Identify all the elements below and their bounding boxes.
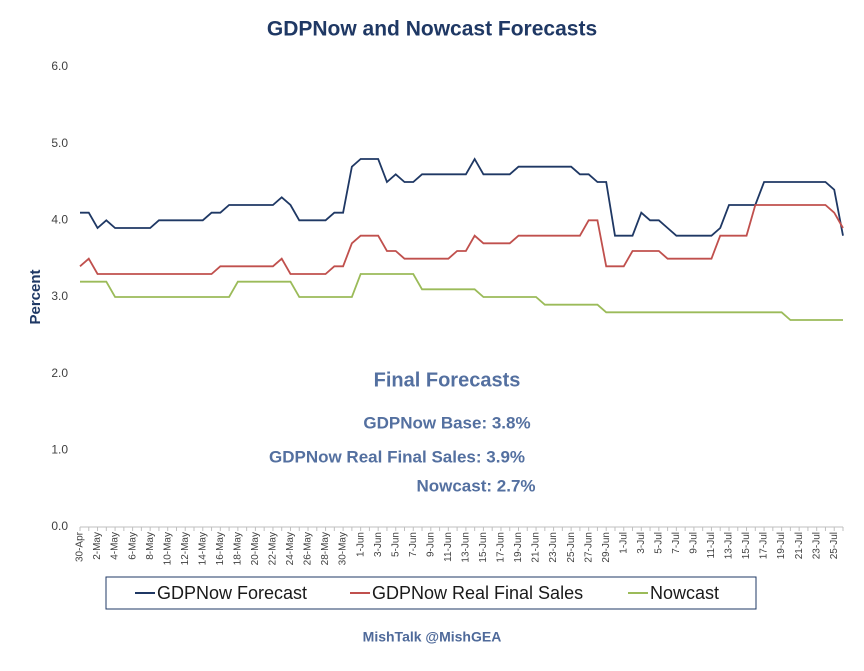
x-tick-label: 30-Apr xyxy=(75,531,86,562)
x-tick-label: 17-Jul xyxy=(759,532,770,559)
legend-label: GDPNow Forecast xyxy=(157,583,307,603)
y-tick-label: 2.0 xyxy=(51,366,68,380)
chart-title: GDPNow and Nowcast Forecasts xyxy=(267,18,597,41)
annotation: GDPNow Real Final Sales: 3.9% xyxy=(269,447,525,466)
x-tick-label: 13-Jul xyxy=(724,532,735,559)
footer: MishTalk @MishGEA xyxy=(363,629,502,645)
x-tick-label: 17-Jun xyxy=(496,532,507,563)
x-tick-label: 11-Jun xyxy=(443,532,454,562)
series-line xyxy=(79,204,844,275)
series-line xyxy=(80,157,844,237)
x-tick-label: 2-May xyxy=(92,532,103,560)
x-tick-label: 12-May xyxy=(180,532,191,565)
x-tick-label: 3-Jul xyxy=(636,532,647,554)
y-axis-label: Percent xyxy=(27,269,44,324)
x-tick-label: 21-Jul xyxy=(794,532,805,559)
x-tick-label: 9-Jun xyxy=(425,532,436,557)
legend-label: GDPNow Real Final Sales xyxy=(372,583,583,603)
x-tick-label: 25-Jun xyxy=(566,532,577,563)
y-tick-label: 6.0 xyxy=(51,59,68,73)
x-tick-label: 23-Jun xyxy=(548,532,559,563)
y-tick-label: 1.0 xyxy=(51,443,68,457)
x-tick-label: 20-May xyxy=(250,532,261,565)
legend-box xyxy=(105,576,757,610)
x-tick-label: 5-Jul xyxy=(653,532,664,554)
x-tick-label: 3-Jun xyxy=(373,532,384,557)
annotation: GDPNow Base: 3.8% xyxy=(363,413,530,432)
x-tick-label: 19-Jun xyxy=(513,532,524,563)
x-tick-label: 7-Jul xyxy=(671,532,682,554)
x-tick-label: 15-Jul xyxy=(741,532,752,559)
x-tick-label: 30-May xyxy=(338,532,349,565)
y-tick-label: 0.0 xyxy=(51,519,68,533)
x-tick-label: 5-Jun xyxy=(390,532,401,557)
x-tick-label: 27-Jun xyxy=(583,532,594,563)
x-tick-label: 14-May xyxy=(197,532,208,565)
x-tick-label: 26-May xyxy=(303,532,314,565)
x-tick-label: 22-May xyxy=(268,532,279,565)
x-tick-label: 10-May xyxy=(162,532,173,565)
y-tick-label: 4.0 xyxy=(51,213,68,227)
legend-label: Nowcast xyxy=(650,583,719,603)
x-tick-label: 4-May xyxy=(110,532,121,560)
x-tick-label: 18-May xyxy=(233,532,244,565)
x-tick-label: 1-Jun xyxy=(355,532,366,557)
x-tick-label: 6-May xyxy=(127,532,138,560)
x-tick-label: 25-Jul xyxy=(829,532,840,559)
y-tick-label: 3.0 xyxy=(51,289,68,303)
x-tick-label: 13-Jun xyxy=(461,532,472,563)
x-tick-label: 16-May xyxy=(215,532,226,565)
x-tick-label: 24-May xyxy=(285,532,296,565)
x-tick-label: 9-Jul xyxy=(689,532,700,554)
annotation: Nowcast: 2.7% xyxy=(416,476,535,495)
x-tick-label: 23-Jul xyxy=(811,532,822,559)
x-tick-label: 15-Jun xyxy=(478,532,489,563)
x-tick-label: 7-Jun xyxy=(408,532,419,557)
x-tick-label: 19-Jul xyxy=(776,532,787,559)
x-tick-label: 28-May xyxy=(320,532,331,565)
x-tick-label: 21-Jun xyxy=(531,532,542,563)
y-tick-label: 5.0 xyxy=(51,136,68,150)
x-tick-label: 8-May xyxy=(145,532,156,560)
x-tick-label: 11-Jul xyxy=(706,532,717,559)
series-line xyxy=(80,273,843,321)
x-tick-label: 29-Jun xyxy=(601,532,612,563)
x-tick-label: 1-Jul xyxy=(618,532,629,554)
annotation: Final Forecasts xyxy=(374,369,521,391)
